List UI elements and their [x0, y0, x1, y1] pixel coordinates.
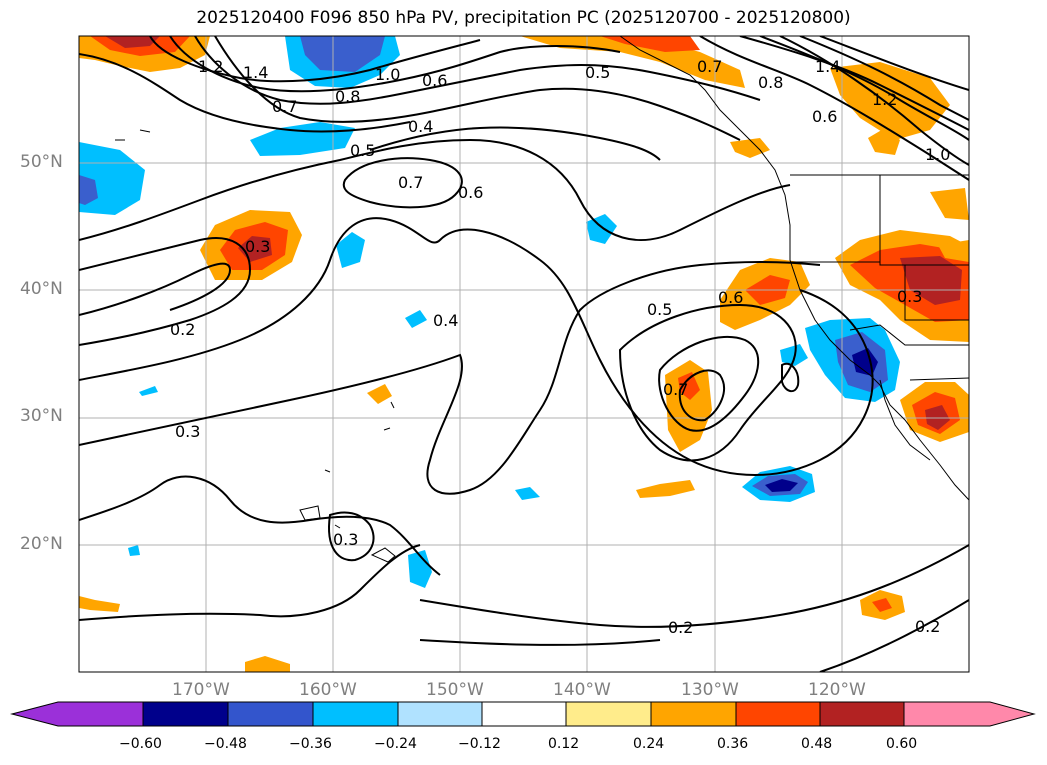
precip-positive-region	[636, 480, 695, 498]
colorbar-tick: 0.60	[886, 736, 918, 752]
contour-label: 0.5	[350, 141, 375, 160]
colorbar-cell	[227, 701, 314, 727]
contour-label: 1.0	[925, 145, 950, 164]
contour-label: 1.4	[815, 57, 840, 76]
precip-positive-region	[367, 384, 392, 404]
lat-label: 40°N	[20, 279, 63, 299]
precip-strong-core	[900, 256, 962, 305]
contour-label: 0.2	[170, 320, 195, 339]
precip-strong-negative-core	[765, 479, 798, 492]
lon-label: 140°W	[553, 680, 611, 700]
contour-label: 0.6	[812, 107, 837, 126]
contour-labels: 1.2 1.4 1.0 0.6 0.7 0.8 0.4 0.5 0.7 0.6 …	[170, 57, 950, 637]
contour-label: 0.5	[585, 63, 610, 82]
precip-positive-core	[678, 372, 700, 400]
colorbar-cell	[10, 701, 144, 727]
lon-label: 160°W	[299, 680, 357, 700]
contour-label: 0.4	[408, 117, 433, 136]
precip-negative-core	[79, 175, 98, 205]
pv-contours	[79, 36, 969, 672]
precip-negative-region	[128, 545, 140, 556]
contour-label: 0.2	[668, 618, 693, 637]
contour-label: 1.4	[243, 63, 268, 82]
precip-negative-region	[405, 310, 427, 328]
lon-label: 170°W	[172, 680, 230, 700]
contour-label: 0.8	[335, 87, 360, 106]
contour-label: 0.2	[915, 617, 940, 636]
coastlines	[115, 36, 969, 563]
lon-label: 120°W	[808, 680, 866, 700]
contour-label: 0.3	[245, 237, 270, 256]
contour-label: 1.2	[198, 57, 223, 76]
contour-label: 0.5	[647, 300, 672, 319]
colorbar-cell	[735, 701, 821, 727]
contour-label: 0.6	[458, 183, 483, 202]
contour-label: 0.8	[758, 73, 783, 92]
map-frame	[78, 35, 970, 673]
precip-positive-core	[872, 598, 892, 612]
colorbar-tick: −0.60	[119, 736, 162, 752]
contour-label: 1.0	[375, 65, 400, 84]
colorbar-cell	[565, 701, 652, 727]
contour-label: 0.3	[175, 422, 200, 441]
contour-label: 0.6	[718, 288, 743, 307]
colorbar-tick: 0.48	[801, 736, 833, 752]
colorbar-cell	[481, 701, 567, 727]
precip-positive-region	[930, 188, 969, 220]
precip-fields	[79, 36, 969, 672]
precip-positive-region	[830, 62, 950, 140]
precip-positive-region	[938, 240, 969, 262]
lat-label: 50°N	[20, 152, 63, 172]
contour-label: 0.6	[422, 71, 447, 90]
colorbar-cell	[397, 701, 483, 727]
map-title: 2025120400 F096 850 hPa PV, precipitatio…	[196, 8, 851, 28]
lat-label: 30°N	[20, 406, 63, 426]
lon-label: 130°W	[681, 680, 739, 700]
precip-positive-region	[245, 656, 290, 672]
precip-positive-region	[730, 138, 770, 158]
precip-negative-region	[336, 232, 365, 268]
colorbar-cell	[903, 701, 1036, 727]
colorbar-cell	[312, 701, 399, 727]
contour-label: 0.7	[398, 173, 423, 192]
colorbar-cell	[819, 701, 905, 727]
precip-positive-region	[79, 596, 120, 612]
contour-label: 0.7	[272, 97, 297, 116]
contour-label: 0.4	[433, 311, 458, 330]
precip-positive-region	[665, 360, 712, 452]
colorbar-tick: −0.12	[458, 736, 501, 752]
contour-label: 0.7	[663, 380, 688, 399]
colorbar	[10, 701, 1036, 727]
colorbar-tick: 0.24	[633, 736, 665, 752]
lon-label: 150°W	[426, 680, 484, 700]
contour-label: 0.3	[333, 530, 358, 549]
colorbar-cell	[142, 701, 229, 727]
precip-negative-region	[586, 214, 617, 244]
colorbar-tick: −0.48	[204, 736, 247, 752]
lat-label: 20°N	[20, 534, 63, 554]
colorbar-tick: −0.36	[289, 736, 332, 752]
colorbar-tick: 0.12	[548, 736, 580, 752]
colorbar-tick: 0.36	[717, 736, 749, 752]
precip-negative-core	[300, 36, 385, 72]
contour-label: 0.7	[697, 57, 722, 76]
precip-strong-core	[105, 36, 160, 48]
precip-negative-region	[139, 386, 158, 396]
precip-positive-region	[868, 128, 900, 155]
precip-negative-region	[515, 487, 540, 500]
colorbar-cell	[650, 701, 737, 727]
precip-negative-region	[408, 550, 432, 588]
contour-label: 1.2	[872, 90, 897, 109]
colorbar-tick: −0.24	[374, 736, 417, 752]
contour-label: 0.3	[897, 287, 922, 306]
